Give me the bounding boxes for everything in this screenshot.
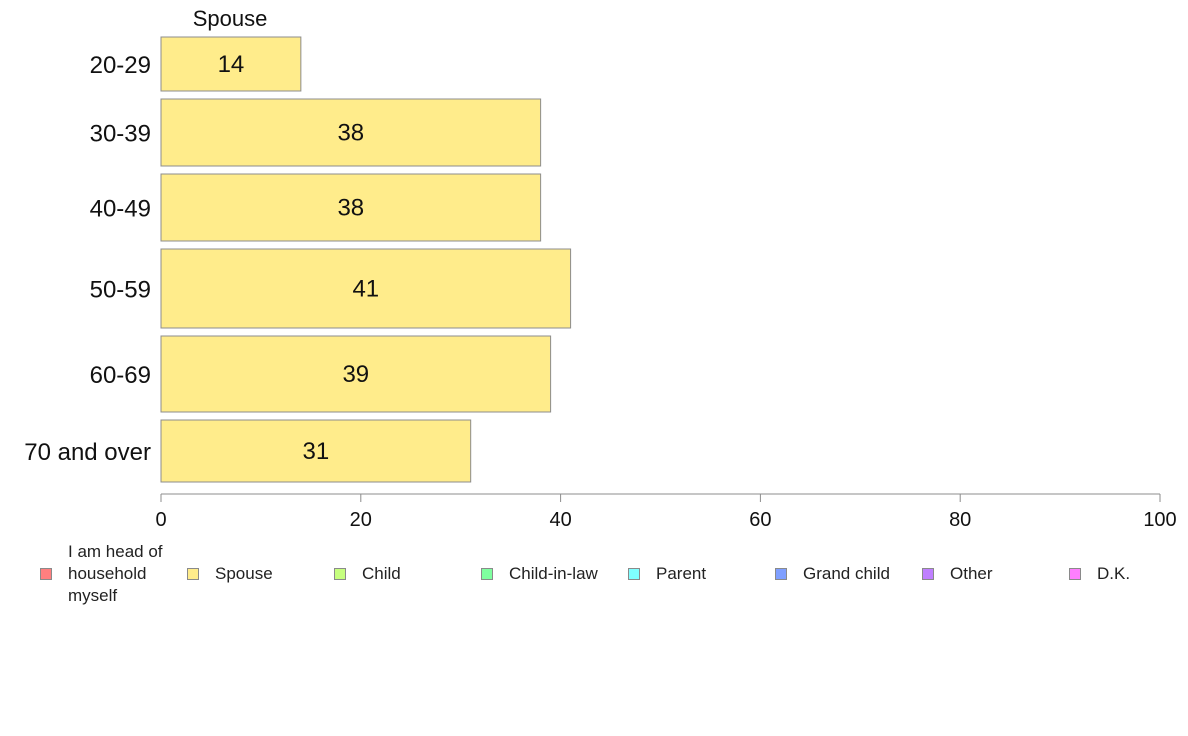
legend-swatch [187,568,199,580]
category-label: 20-29 [90,52,151,79]
legend-swatch [922,568,934,580]
x-tick-label: 100 [1143,509,1176,531]
legend-item: Child [334,540,401,608]
category-label: 70 and over [24,439,151,466]
bar-30-39 [160,98,542,167]
x-tick-label: 60 [749,509,771,531]
x-tick-label: 80 [949,509,971,531]
x-tick-label: 40 [549,509,571,531]
legend-swatch [775,568,787,580]
legend-label: Grand child [803,564,890,583]
legend-item: I am head of household myself [40,540,163,608]
legend-label: Child-in-law [509,564,598,583]
legend-label: Parent [656,564,707,583]
bar-value-label: 39 [342,361,369,388]
legend-label: Spouse [215,564,273,583]
bar-20-29 [160,36,302,92]
legend-item: Parent [628,540,706,608]
legend-item: D.K. [1069,540,1130,608]
bar-40-49 [160,173,542,242]
legend-label: Child [362,564,401,583]
bar-value-label: 14 [218,51,245,78]
legend: I am head of household myself Spouse Child Ch… [0,540,1188,620]
x-tick-label: 20 [350,509,372,531]
category-label: 30-39 [90,121,151,148]
bar-chart: Spouse 14 20-29 38 30-39 38 40-49 41 50-59 39 60-… [24,6,1176,531]
legend-item: Grand child [775,540,890,608]
bar-value-label: 38 [337,195,364,222]
bar-70-and-over [160,419,472,483]
legend-swatch [334,568,346,580]
category-label: 40-49 [90,196,151,223]
legend-label: I am head of household myself [68,542,163,605]
legend-swatch [628,568,640,580]
bar-60-69 [160,335,552,413]
legend-item: Other [922,540,993,608]
bar-50-59 [160,248,572,329]
legend-swatch [1069,568,1081,580]
bar-value-label: 41 [352,276,379,303]
legend-swatch [40,568,52,580]
bar-value-label: 38 [337,120,364,147]
panel-title: Spouse [193,6,268,31]
bar-value-label: 31 [302,438,329,465]
legend-item: Child-in-law [481,540,598,608]
x-tick-label: 0 [155,509,166,531]
legend-swatch [481,568,493,580]
legend-label: D.K. [1097,564,1131,583]
category-label: 60-69 [90,362,151,389]
legend-label: Other [950,564,993,583]
legend-item: Spouse [187,540,273,608]
category-label: 50-59 [90,277,151,304]
